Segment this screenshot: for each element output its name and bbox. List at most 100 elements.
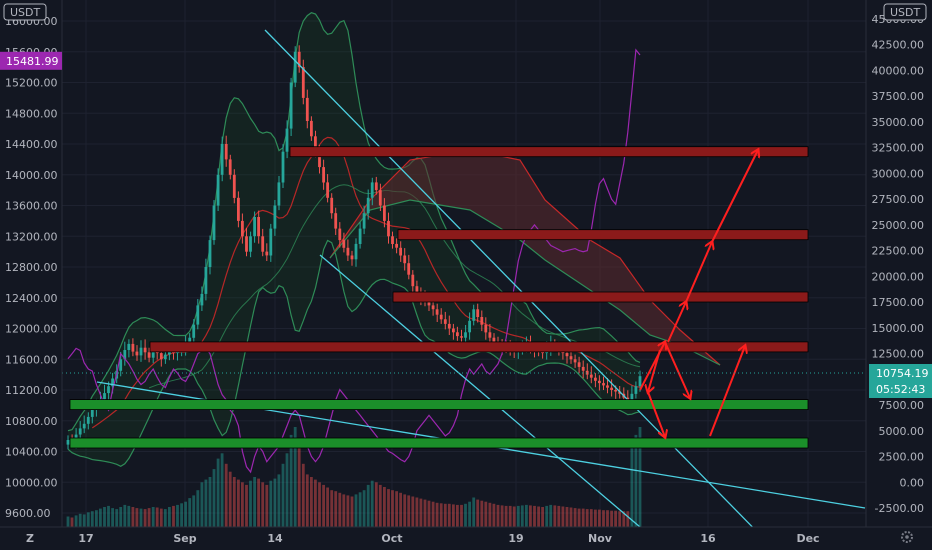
volume-bar [435,502,439,527]
candle-body [338,228,342,241]
candle-body [224,144,228,160]
candle-body [212,205,216,241]
volume-bar [338,492,342,527]
right-axis-tick-label: 12500.00 [872,348,925,361]
volume-bar [163,509,167,527]
volume-bar [131,507,135,527]
volume-bar [220,453,224,527]
candle-body [435,309,439,315]
candle-body [484,324,488,333]
x-axis-ticks: 17 Sep 14 Oct 19 Nov 16 Dec [78,532,819,545]
x-axis-tick-label: 14 [267,532,283,545]
candle-body [399,247,402,256]
candle-body [630,393,634,401]
volume-bar [569,507,573,527]
candle-body [257,217,260,237]
candle-body [293,51,297,83]
volume-bar [82,514,86,527]
volume-bar [407,495,411,527]
left-unit-box [3,3,47,21]
volume-bar [626,511,630,527]
cloud-lower-edge [329,199,721,366]
volume-bar [107,505,110,527]
right-axis-tick-label: 0.00 [900,476,925,489]
candle-body [220,144,224,175]
volume-bar [423,499,427,527]
candle-body [245,236,248,252]
volume-bar [488,502,492,527]
candle-body [143,347,147,353]
candle-body [407,263,411,275]
candle-body [581,366,585,371]
candle-body [480,317,484,325]
volume-bar [581,508,585,527]
volume-bar [508,505,512,527]
volume-bar [232,477,236,527]
volume-bar [78,513,82,527]
volume-bar [476,499,480,527]
gear-icon[interactable] [901,531,913,543]
projection-arrow [647,391,665,437]
left-axis-background [0,0,62,550]
volume-bar [334,491,338,527]
candle-body [90,409,94,417]
candle-body [431,305,435,310]
volume-bar [289,434,293,527]
bollinger-fill [68,12,640,467]
volume-bar [594,509,597,527]
volume-bar [322,484,325,527]
volume-bar [168,507,171,527]
candle-body [460,336,463,338]
volume-bar [208,477,212,527]
right-axis-tick-label: -2500.00 [875,502,924,515]
timezone-button[interactable]: Z [26,532,34,545]
candle-body [135,351,139,356]
projection-arrow [685,242,712,303]
volume-bar [281,463,285,527]
volume-bar [630,442,634,527]
candle-body [131,343,135,352]
left-price-badge [0,51,62,70]
volume-bar [525,504,528,527]
volume-bar [516,505,520,527]
volume-bar [297,448,301,527]
candle-body [569,356,573,360]
volume-bar [431,501,435,527]
left-axis-tick-label: 10800.00 [5,415,58,428]
volume-bar [277,474,281,527]
candle-body [204,267,208,294]
volume-bar [70,517,74,527]
left-axis-tick-label: 11200.00 [5,384,58,397]
candle-body [610,387,613,390]
left-axis-tick-label: 14800.00 [5,107,58,120]
right-axis-tick-label: 5000.00 [879,425,925,438]
candle-body [456,332,459,337]
right-axis-background [866,0,932,550]
candle-body [107,386,110,394]
volume-bar [553,505,557,527]
volume-bar [269,480,273,527]
volume-bar [192,495,196,527]
cloud-upper-edge [329,149,721,366]
candle-body [232,174,236,198]
candle-body [216,174,220,206]
left-axis-tick-label: 13600.00 [5,200,58,213]
candle-body [577,362,581,367]
candle-body [139,347,143,356]
volume-bar [602,510,605,527]
volume-bar [533,505,536,527]
right-axis-tick-label: 37500.00 [872,90,925,103]
candle-body [151,351,155,358]
candle-body [476,309,480,317]
candle-body [265,251,269,256]
candle-body [447,323,451,329]
candle-body [228,159,232,175]
resistance-zone [392,291,809,303]
volume-bar [370,480,374,527]
projection-arrow [664,341,690,398]
candle-body [285,128,289,152]
candle-body [289,82,293,129]
x-axis-tick-label: 16 [700,532,716,545]
